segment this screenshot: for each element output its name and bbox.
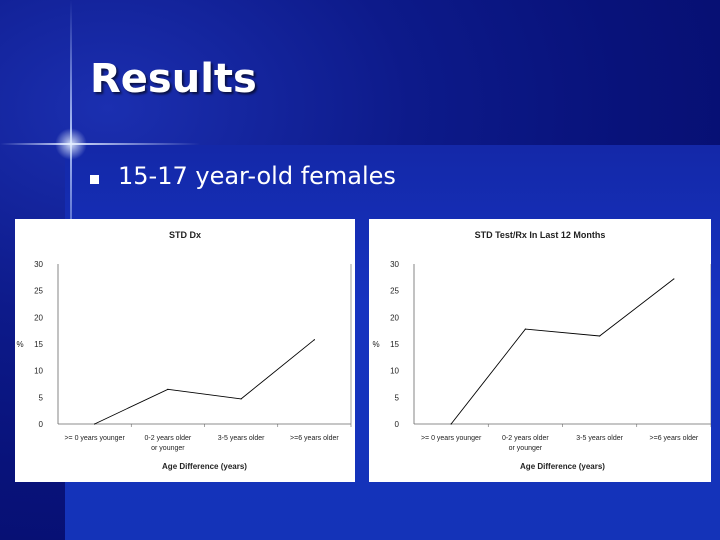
chart-1-data-point: [673, 278, 675, 280]
bullet-text: 15-17 year-old females: [118, 162, 396, 190]
chart-0-title: STD Dx: [169, 230, 201, 240]
chart-0-y-tick-label: 15: [34, 340, 43, 349]
chart-0-series-line: [94, 339, 315, 425]
chart-1-title: STD Test/Rx In Last 12 Months: [475, 230, 606, 240]
chart-0-x-axis-label: Age Difference (years): [162, 462, 247, 471]
chart-0-y-tick-label: 5: [39, 393, 44, 402]
chart-0-data-point: [167, 388, 169, 390]
chart-1-x-tick-label: >= 0 years younger: [421, 435, 482, 442]
chart-0-x-tick-label: >=6 years older: [290, 435, 339, 442]
chart-0-y-axis-label: %: [16, 340, 23, 349]
chart-0-data-point: [240, 398, 242, 400]
chart-1-y-tick-label: 25: [390, 287, 399, 296]
chart-1-x-tick-label: 0-2 years older: [502, 435, 549, 442]
chart-0-x-tick-label: 0-2 years older: [145, 435, 192, 442]
chart-0-y-tick-label: 0: [39, 420, 44, 429]
chart-std-dx-svg: STD Dx 0 5 10 15 20 25 30% >= 0 years younger 0-2…: [16, 230, 352, 471]
chart-0-data-point: [313, 339, 315, 341]
chart-0-data-point: [94, 423, 96, 425]
chart-std-dx: STD Dx 0 5 10 15 20 25 30% >= 0 years younger 0-2…: [15, 219, 355, 482]
chart-1-data-point: [524, 328, 526, 330]
chart-1-y-axis-label: %: [372, 340, 379, 349]
chart-1-x-tick-label: 3-5 years older: [576, 435, 623, 442]
chart-std-test-rx-svg: STD Test/Rx In Last 12 Months 0 5 10 15 20 25 3…: [372, 230, 711, 471]
chart-0-y-tick-label: 10: [34, 367, 43, 376]
chart-0-x-tick-label: or younger: [151, 445, 185, 452]
chart-1-x-tick-label: >=6 years older: [650, 435, 699, 442]
chart-std-test-rx: STD Test/Rx In Last 12 Months 0 5 10 15 20 25 3…: [369, 219, 711, 482]
chart-1-series-line: [450, 278, 675, 425]
chart-0-x-tick-label: >= 0 years younger: [64, 435, 125, 442]
chart-0-y-tick-label: 30: [34, 260, 43, 269]
bullet-marker: [90, 175, 99, 184]
light-flare-glow: [55, 128, 87, 160]
chart-1-y-tick-label: 0: [395, 420, 400, 429]
page-title: Results: [90, 56, 257, 102]
chart-1-y-tick-label: 10: [390, 367, 399, 376]
chart-0-x-tick-label: 3-5 years older: [218, 435, 265, 442]
chart-1-y-tick-label: 20: [390, 313, 399, 322]
chart-1-y-tick-label: 15: [390, 340, 399, 349]
light-flare-horizontal: [0, 143, 200, 145]
chart-1-y-tick-label: 5: [395, 393, 400, 402]
chart-1-y-tick-label: 30: [390, 260, 399, 269]
chart-1-x-tick-label: or younger: [509, 445, 543, 452]
chart-0-y-tick-label: 25: [34, 287, 43, 296]
chart-1-data-point: [599, 335, 601, 337]
chart-1-data-point: [450, 423, 452, 425]
chart-0-y-tick-label: 20: [34, 313, 43, 322]
chart-1-x-axis-label: Age Difference (years): [520, 462, 605, 471]
